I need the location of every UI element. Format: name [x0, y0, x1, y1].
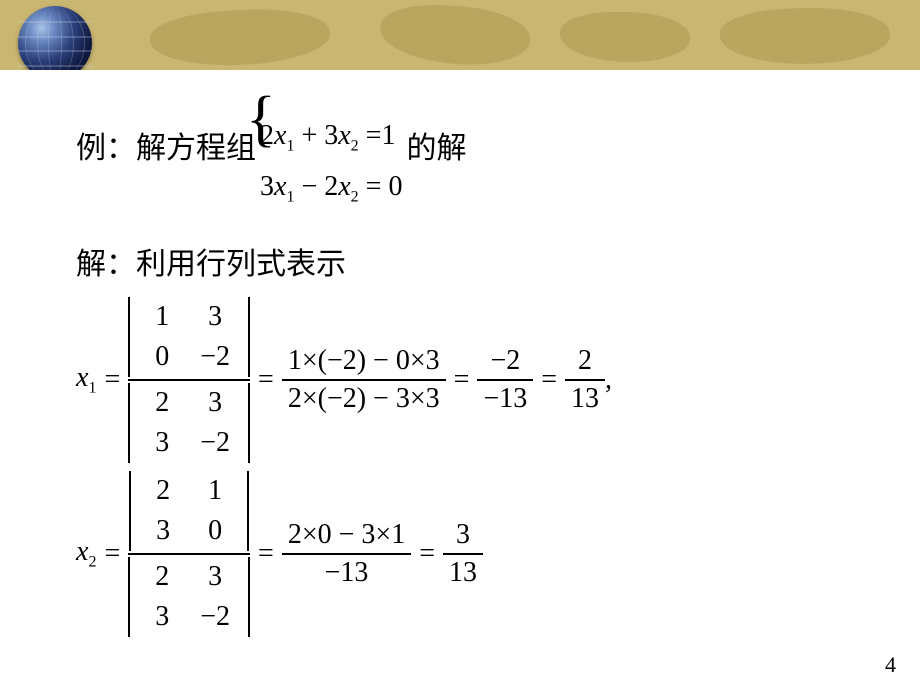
x1-step1: 1×(−2) − 0×32×(−2) − 3×3 — [282, 343, 446, 417]
map-blob — [379, 2, 532, 68]
x1-den-det: 23 3−2 — [128, 383, 250, 463]
x1-det-ratio: 13 0−2 23 3−2 — [128, 297, 250, 463]
map-blob — [148, 4, 331, 70]
x2-var: x2 — [76, 536, 96, 572]
system-row-2: 3x1 − 2x2 = 0 — [260, 167, 402, 218]
example-suffix: 的解 — [406, 131, 466, 167]
x2-step1: 2×0 − 3×1−13 — [282, 517, 411, 591]
example-prefix: 例：解方程组 — [76, 131, 256, 167]
x1-step3: 213 — [565, 343, 605, 417]
map-blob — [560, 12, 690, 62]
x2-det-ratio: 21 30 23 3−2 — [128, 471, 250, 637]
x2-step2: 313 — [443, 517, 483, 591]
left-brace-icon: { — [246, 88, 276, 150]
x2-num-det: 21 30 — [129, 471, 249, 551]
page-number: 4 — [885, 652, 896, 678]
slide-content: 例：解方程组 { 2x1 + 3x2 =1 3x1 − 2x2 = 0 的解 — [76, 80, 876, 637]
equation-system: { 2x1 + 3x2 =1 3x1 − 2x2 = 0 — [260, 80, 402, 217]
x2-equation: x2 = 21 30 23 3−2 = 2×0 − 3×1−13 = 313 — [76, 471, 876, 637]
solution-label: 解：利用行列式表示 — [76, 239, 876, 283]
x1-equation: x1 = 13 0−2 23 3−2 = 1×(−2) − 0×32×(−2) … — [76, 297, 876, 463]
x1-num-det: 13 0−2 — [128, 297, 250, 377]
system-row-1: 2x1 + 3x2 =1 — [260, 116, 402, 167]
slide-banner — [0, 0, 920, 70]
x1-step2: −2−13 — [477, 343, 533, 417]
map-blob — [719, 5, 891, 67]
example-line: 例：解方程组 { 2x1 + 3x2 =1 3x1 − 2x2 = 0 的解 — [76, 80, 876, 217]
globe-icon — [18, 6, 92, 70]
x1-trailing: , — [605, 364, 612, 396]
x1-var: x1 — [76, 362, 96, 398]
x2-den-det: 23 3−2 — [128, 557, 250, 637]
